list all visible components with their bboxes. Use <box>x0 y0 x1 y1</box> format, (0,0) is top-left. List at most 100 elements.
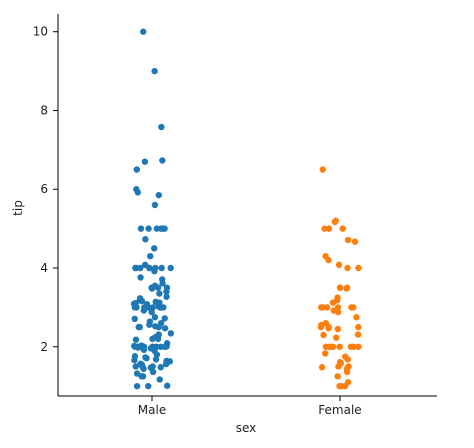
female-data-point <box>336 343 343 350</box>
male-data-point <box>134 189 142 196</box>
male-data-point <box>135 323 142 331</box>
male-data-point <box>146 321 153 328</box>
y-axis: 2 4 6 8 10 <box>33 14 59 396</box>
male-data-point <box>151 245 158 252</box>
data-points <box>130 28 362 390</box>
male-data-point <box>131 304 139 311</box>
male-data-point <box>132 336 140 343</box>
female-data-point <box>351 238 359 245</box>
male-data-point <box>151 267 158 275</box>
male-data-point <box>137 225 145 232</box>
male-data-point <box>158 123 165 131</box>
female-data-point <box>343 368 351 376</box>
female-data-point <box>319 166 327 173</box>
male-data-point <box>134 344 142 351</box>
female-data-point <box>348 304 355 311</box>
female-data-point <box>317 323 325 331</box>
female-data-point <box>331 218 339 226</box>
male-data-point <box>162 360 170 368</box>
female-data-point <box>354 331 362 338</box>
female-data-point <box>323 304 331 311</box>
female-data-point <box>338 382 345 390</box>
female-data-point <box>353 314 360 321</box>
male-data-point <box>131 356 138 364</box>
male-data-point <box>133 166 140 173</box>
male-data-point <box>146 264 153 272</box>
male-data-point <box>167 264 174 272</box>
male-data-point <box>158 264 165 272</box>
male-data-point <box>145 225 152 232</box>
male-data-point <box>151 314 159 321</box>
y-tick-label: 6 <box>40 182 48 196</box>
y-tick-label: 8 <box>40 103 48 117</box>
male-data-point <box>148 308 155 316</box>
male-data-point <box>140 28 147 35</box>
male-data-point <box>152 356 160 363</box>
male-data-point <box>149 368 157 376</box>
male-data-point <box>133 382 141 390</box>
male-data-point <box>141 158 149 165</box>
male-data-point <box>167 330 175 337</box>
y-tick-label: 2 <box>40 340 48 354</box>
male-data-point <box>149 335 156 343</box>
male-data-point <box>155 323 163 331</box>
male-data-point <box>161 343 169 350</box>
female-data-point <box>317 304 325 311</box>
male-data-point <box>155 191 163 199</box>
male-data-point <box>160 304 167 311</box>
male-data-point <box>156 290 163 297</box>
male-data-point <box>154 335 162 343</box>
x-tick-label: Female <box>318 403 361 417</box>
male-data-point <box>159 157 166 164</box>
male-data-point <box>143 354 150 362</box>
male-data-point <box>157 364 164 371</box>
y-tick-label: 4 <box>40 261 48 275</box>
female-data-point <box>325 225 333 232</box>
female-data-point <box>325 325 332 332</box>
male-data-point <box>163 382 171 389</box>
female-data-point <box>336 284 344 291</box>
female-data-point <box>333 334 340 341</box>
y-tick-label: 10 <box>33 25 48 39</box>
female-data-point <box>334 308 342 316</box>
male-data-point <box>138 297 146 305</box>
male-data-point <box>157 225 165 232</box>
male-data-point <box>156 376 163 383</box>
male-data-point <box>161 315 168 322</box>
female-data-point <box>318 364 326 371</box>
female-data-point <box>355 264 362 272</box>
female-data-point <box>320 331 327 339</box>
female-data-point <box>355 343 362 350</box>
x-axis-label: sex <box>236 421 257 435</box>
y-axis-label: tip <box>11 200 25 216</box>
x-axis: Male Female <box>58 395 437 417</box>
female-data-point <box>327 343 334 350</box>
female-data-point <box>335 261 343 269</box>
male-data-point <box>163 288 170 295</box>
female-data-point <box>344 236 352 244</box>
male-data-point <box>142 236 149 243</box>
male-data-point <box>137 274 144 281</box>
male-data-point <box>148 285 156 292</box>
female-data-point <box>325 256 332 264</box>
male-data-point <box>161 325 169 332</box>
male-data-point <box>145 382 152 390</box>
male-data-point <box>147 252 154 260</box>
male-data-point <box>140 365 147 373</box>
female-data-point <box>344 356 351 363</box>
male-data-point <box>153 351 161 358</box>
male-data-point <box>140 307 148 314</box>
female-data-point <box>321 225 328 232</box>
male-data-point <box>139 373 147 380</box>
male-data-point <box>140 346 148 354</box>
female-data-point <box>322 350 329 357</box>
male-data-point <box>151 67 158 75</box>
female-data-point <box>350 343 357 350</box>
male-data-point <box>151 201 159 209</box>
female-data-point <box>355 323 362 331</box>
female-data-point <box>335 363 342 370</box>
male-data-point <box>154 284 162 291</box>
male-data-point <box>137 264 144 272</box>
